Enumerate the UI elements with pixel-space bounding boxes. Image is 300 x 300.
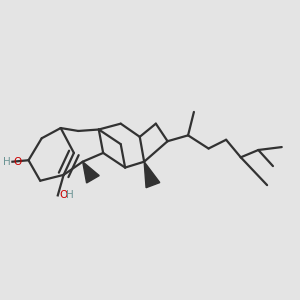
Text: H: H bbox=[66, 190, 74, 200]
Polygon shape bbox=[144, 162, 160, 188]
Text: O: O bbox=[14, 157, 22, 167]
Text: O: O bbox=[59, 190, 68, 200]
Polygon shape bbox=[83, 162, 99, 183]
Text: H: H bbox=[3, 157, 11, 167]
